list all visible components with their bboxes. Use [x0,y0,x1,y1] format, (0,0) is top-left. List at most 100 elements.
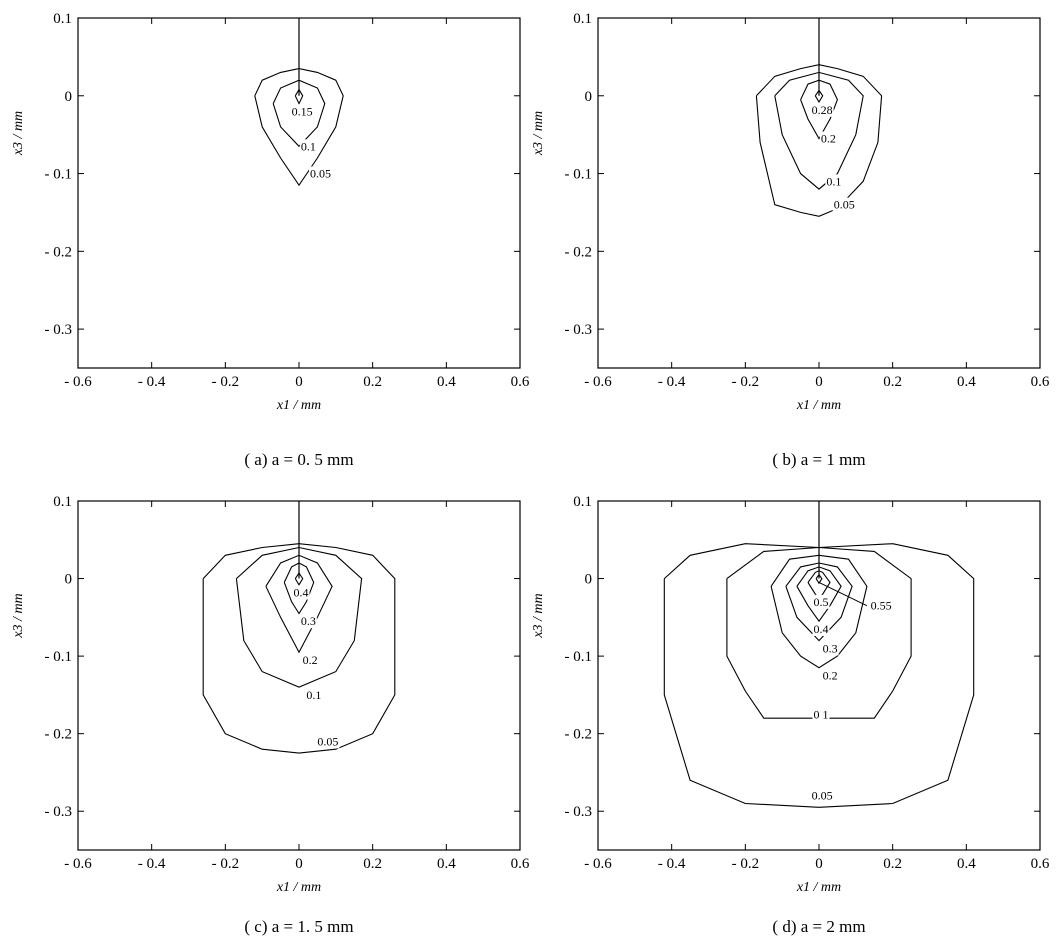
x-tick-label: 0.6 [511,856,530,872]
x-tick-label: 0 [815,856,823,872]
contour-label: 0.2 [823,669,838,683]
y-tick-label: - 0.3 [565,322,593,338]
chart-panel-a: - 0.6 - 0.4 - 0.2 0 0.2 0.4 0.6 0.1 0 - 0.1 - 0.2 -… [11,11,530,469]
contour-label-halo [299,614,317,629]
y-axis-label: x3 / mm [11,111,26,156]
contour-line-0.2 [800,79,838,140]
contour-label-halo [299,139,317,154]
contour-line-0.2 [770,554,868,669]
contour-label: 0.2 [303,653,318,667]
x-tick-label: - 0.4 [658,856,686,872]
contour-label-halo [821,668,839,683]
contour-label-halo [290,104,314,119]
y-tick-label: - 0.1 [565,649,593,665]
contour-label-halo [810,788,834,803]
x-tick-label: - 0.4 [138,856,166,872]
panel-caption: ( a) a = 0. 5 mm [244,450,353,469]
x-tick-label: - 0.6 [64,856,92,872]
x-tick-label: 0.6 [511,374,530,390]
contour-leader-line [818,581,868,607]
contour-label: 0.3 [301,614,316,628]
x-tick-label: 0.4 [957,374,976,390]
contour-line-0.1 [235,546,363,688]
contour-line-0.4 [294,572,304,586]
y-tick-label: 0 [585,572,593,588]
contour-label-halo [305,687,323,702]
x-axis-label: x1 / mm [796,398,841,413]
contour-label: 0.05 [317,734,338,748]
y-axis-label: x3 / mm [531,593,546,638]
x-tick-label: 0 [295,856,303,872]
y-tick-label: - 0.1 [45,649,73,665]
x-tick-label: - 0.6 [584,856,612,872]
contour-line-0.55 [815,573,823,585]
x-tick-label: 0.2 [883,856,902,872]
chart-panel-d: - 0.6 - 0.4 - 0.2 0 0.2 0.4 0.6 0.1 0 - 0.1 - 0.2 -… [531,494,1050,936]
contour-label: 0.1 [301,139,316,153]
contour-label-halo [819,131,837,146]
contour-label-halo [812,707,830,722]
contour-line-0.3 [283,562,315,615]
panel-caption: ( c) a = 1. 5 mm [244,917,353,936]
y-tick-label: 0 [65,572,73,588]
contour-label: 0.28 [812,103,833,117]
y-tick-label: - 0.2 [45,244,73,260]
contour-label: 0.4 [293,586,308,600]
contour-label-halo [812,594,830,609]
y-tick-label: - 0.2 [565,244,593,260]
x-tick-label: - 0.2 [212,856,240,872]
y-tick-label: - 0.2 [45,727,73,743]
contour-label: 0.2 [821,132,836,146]
contour-line-0.05 [254,68,344,187]
x-tick-label: - 0.4 [658,374,686,390]
x-tick-label: - 0.4 [138,374,166,390]
contour-label-halo [825,174,843,189]
contour-label: 0.15 [292,104,313,118]
contour-label-halo [810,102,834,117]
x-tick-label: 0.6 [1031,374,1050,390]
x-axis-label: x1 / mm [796,880,841,895]
y-axis-label: x3 / mm [11,593,26,638]
contour-line-0.28 [814,89,824,104]
y-tick-label: 0 [65,89,73,105]
contour-label-halo [292,585,310,600]
panel-caption: ( d) a = 2 mm [772,917,865,936]
contour-line-0.05 [202,543,396,754]
contour-label-halo [301,652,319,667]
contour-line-0.05 [663,543,975,808]
x-tick-label: 0.2 [363,374,382,390]
contour-line-0.2 [265,554,333,654]
contour-label: 0.5 [813,595,828,609]
x-tick-label: 0 [815,374,823,390]
contour-label: 0 1 [813,707,828,721]
x-tick-label: - 0.2 [732,374,760,390]
x-tick-label: 0.4 [957,856,976,872]
y-tick-label: - 0.3 [45,804,73,820]
x-tick-label: 0.2 [883,374,902,390]
contour-label: 0.05 [310,167,331,181]
contour-label-halo [316,734,340,749]
x-tick-label: 0 [295,374,303,390]
panel-caption: ( b) a = 1 mm [772,450,865,469]
y-axis-label: x3 / mm [531,111,546,156]
contour-label: 0.05 [812,789,833,803]
contour-line-0.1 [272,79,326,148]
contour-label-halo [812,621,830,636]
y-tick-label: 0.1 [53,494,72,510]
chart-panel-b: - 0.6 - 0.4 - 0.2 0 0.2 0.4 0.6 0.1 0 - 0.1 - 0.2 -… [531,11,1050,469]
y-tick-label: - 0.1 [565,167,593,183]
x-tick-label: 0.2 [363,856,382,872]
x-axis-label: x1 / mm [276,398,321,413]
contour-line-0-1 [726,546,912,719]
contour-line-0.4 [796,566,842,623]
contour-label: 0.05 [834,198,855,212]
contour-line-0.05 [755,64,883,217]
y-tick-label: - 0.3 [45,322,73,338]
contour-label: 0.4 [813,622,828,636]
contour-label-halo [309,166,333,181]
x-tick-label: - 0.6 [584,374,612,390]
contour-label: 0.1 [826,174,841,188]
contour-label-halo [832,197,856,212]
contour-label: 0.3 [823,641,838,655]
